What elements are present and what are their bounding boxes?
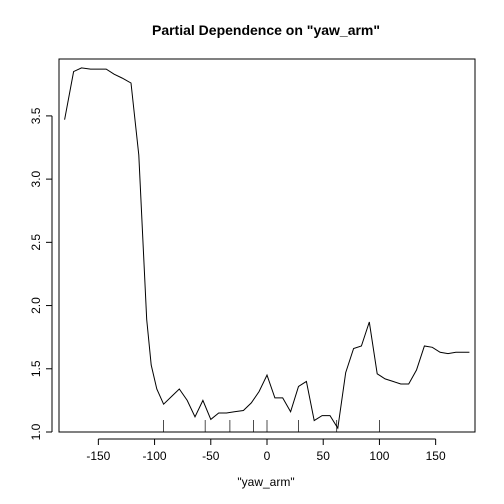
- y-tick-label: 3.5: [29, 107, 43, 124]
- x-tick-label: 100: [369, 449, 389, 463]
- y-axis: 1.0 1.5 2.0 2.5 3.0 3.5: [29, 107, 53, 440]
- chart-title: Partial Dependence on "yaw_arm": [152, 22, 380, 38]
- x-axis: -150 -100 -50 0 50 100 150: [86, 438, 446, 463]
- x-tick-label: 50: [317, 449, 331, 463]
- y-tick-label: 2.0: [29, 297, 43, 314]
- y-tick-label: 3.0: [29, 170, 43, 187]
- x-tick-label: 0: [264, 449, 271, 463]
- x-axis-label: "yaw_arm": [237, 475, 294, 489]
- rug-marks: [163, 420, 380, 432]
- partial-dependence-line: [64, 67, 470, 430]
- x-tick-label: -150: [86, 449, 110, 463]
- x-tick-label: -50: [202, 449, 220, 463]
- x-tick-label: -100: [143, 449, 167, 463]
- y-tick-label: 2.5: [29, 234, 43, 251]
- y-tick-label: 1.5: [29, 360, 43, 377]
- x-tick-label: 150: [426, 449, 446, 463]
- y-tick-label: 1.0: [29, 423, 43, 440]
